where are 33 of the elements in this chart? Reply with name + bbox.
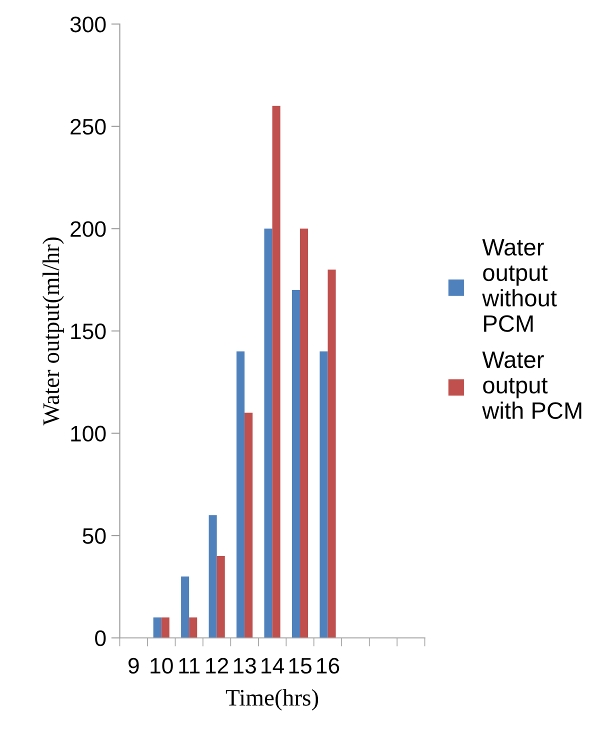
bar (300, 228, 308, 638)
bar (161, 617, 170, 638)
x-tick-label: 14 (262, 658, 284, 674)
bar (292, 290, 300, 638)
y-tick-label: 250 (70, 118, 106, 135)
bar (320, 351, 328, 638)
bar (272, 106, 280, 638)
y-axis-title: Water output(ml/hr) (42, 238, 64, 426)
x-tick-label: 11 (179, 658, 200, 674)
y-tick-label: 50 (82, 528, 106, 544)
bar (216, 556, 225, 638)
y-tick-label: 100 (71, 426, 106, 442)
bar (189, 617, 198, 638)
bar (328, 270, 336, 638)
x-tick-label: 10 (150, 658, 173, 674)
y-tick-label: 150 (71, 324, 106, 340)
bar (236, 351, 245, 638)
x-tick-label: 12 (206, 658, 228, 674)
legend-label: Water output with PCM (482, 352, 582, 419)
bar (208, 515, 217, 638)
x-tick-label: 15 (289, 658, 312, 674)
bar (153, 617, 162, 638)
y-tick-label: 200 (70, 221, 106, 237)
y-tick-label: 0 (95, 630, 106, 646)
x-axis-title: Time(hrs) (226, 689, 318, 711)
bar (181, 576, 190, 638)
x-tick-label: 13 (234, 658, 256, 674)
bar (244, 412, 253, 638)
legend-label: Water output without PCM (482, 239, 557, 332)
y-tick-label: 300 (70, 16, 106, 32)
x-tick-label: 9 (128, 658, 139, 674)
bar (264, 228, 272, 638)
x-tick-label: 16 (317, 658, 340, 674)
